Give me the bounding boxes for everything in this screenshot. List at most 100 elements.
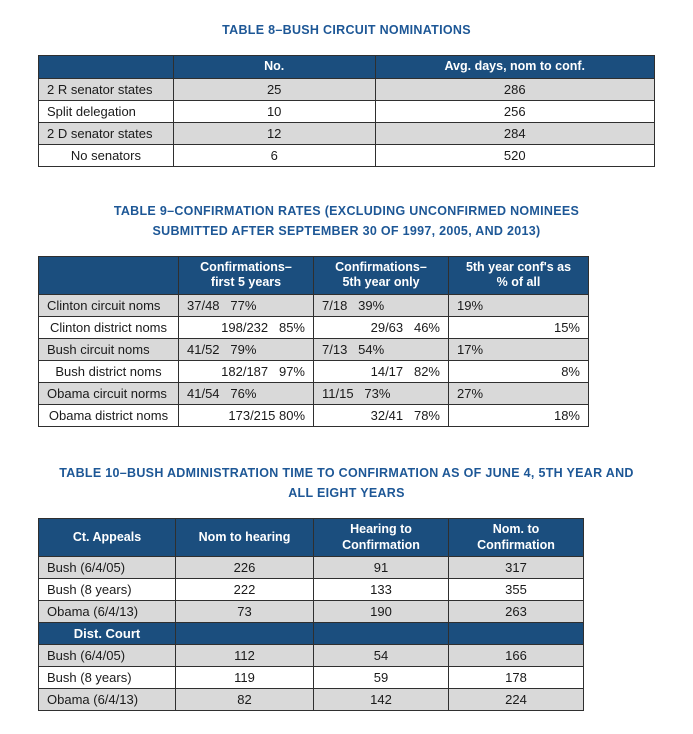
table10-header-nom-to-hearing: Nom to hearing	[175, 517, 314, 558]
cell-nom-to-hearing: 226	[175, 556, 314, 580]
table9-header-5thyear: Confirmations– 5th year only	[313, 255, 449, 295]
row-label: Bush circuit noms	[38, 337, 179, 361]
cell-pct: 18%	[448, 403, 589, 427]
table8-header-blank	[38, 55, 174, 79]
row-label: Obama (6/4/13)	[38, 688, 176, 712]
cell-5thyear: 14/17 82%	[313, 359, 449, 383]
cell-nom-to-conf: 178	[448, 666, 584, 690]
row-label: Obama (6/4/13)	[38, 600, 176, 624]
cell-avg-days: 286	[374, 77, 655, 101]
table-row: Obama (6/4/13) 82 142 224	[38, 688, 584, 712]
table-row: Obama (6/4/13) 73 190 263	[38, 600, 584, 624]
table-row: Clinton district noms 198/232 85% 29/63 …	[38, 315, 589, 339]
cell-hearing-to-conf: 142	[313, 688, 449, 712]
cell-nom-to-conf: 166	[448, 644, 584, 668]
table10: Ct. Appeals Nom to hearing Hearing to Co…	[38, 517, 584, 712]
table8-title: TABLE 8–BUSH CIRCUIT NOMINATIONS	[222, 23, 471, 37]
table10-header-nom-to-conf: Nom. to Confirmation	[448, 517, 584, 558]
table-row: No senators 6 520	[38, 143, 655, 167]
cell-5thyear: 32/41 78%	[313, 403, 449, 427]
cell-nom-to-conf: 355	[448, 578, 584, 602]
cell-5thyear: 11/15 73%	[313, 381, 449, 405]
cell-first5: 173/215 80%	[178, 403, 314, 427]
row-label: Split delegation	[38, 99, 174, 123]
cell-first5: 198/232 85%	[178, 315, 314, 339]
row-label: Clinton circuit noms	[38, 293, 179, 317]
cell-pct: 15%	[448, 315, 589, 339]
table9-header-first5: Confirmations– first 5 years	[178, 255, 314, 295]
table-row: Split delegation 10 256	[38, 99, 655, 123]
table-row: 2 D senator states 12 284	[38, 121, 655, 145]
cell-nom-to-conf: 317	[448, 556, 584, 580]
row-label: Bush (6/4/05)	[38, 644, 176, 668]
row-label: Bush (8 years)	[38, 578, 176, 602]
table9: Confirmations– first 5 years Confirmatio…	[38, 255, 589, 427]
cell-no: 25	[172, 77, 376, 101]
cell-hearing-to-conf: 190	[313, 600, 449, 624]
table10-title: TABLE 10–BUSH ADMINISTRATION TIME TO CON…	[59, 465, 634, 500]
cell-pct: 27%	[448, 381, 589, 405]
cell-first5: 41/54 76%	[178, 381, 314, 405]
cell-no: 6	[172, 143, 376, 167]
table8-header-row: No. Avg. days, nom to conf.	[38, 55, 655, 79]
cell-nom-to-hearing: 82	[175, 688, 314, 712]
table-row: Bush (8 years) 119 59 178	[38, 666, 584, 690]
row-label: Obama district noms	[38, 403, 179, 427]
row-label: Obama circuit norms	[38, 381, 179, 405]
cell-avg-days: 520	[374, 143, 655, 167]
table9-header-blank	[38, 255, 179, 295]
table8: No. Avg. days, nom to conf. 2 R senator …	[38, 55, 655, 167]
table10-header-row: Ct. Appeals Nom to hearing Hearing to Co…	[38, 517, 584, 558]
cell-5thyear: 7/18 39%	[313, 293, 449, 317]
cell-hearing-to-conf: 59	[313, 666, 449, 690]
cell-nom-to-conf: 263	[448, 600, 584, 624]
table9-header-pct-of-all: 5th year conf's as % of all	[448, 255, 589, 295]
cell-nom-to-hearing: 222	[175, 578, 314, 602]
cell-avg-days: 284	[374, 121, 655, 145]
row-label: Bush district noms	[38, 359, 179, 383]
table-row: 2 R senator states 25 286	[38, 77, 655, 101]
cell-5thyear: 7/13 54%	[313, 337, 449, 361]
cell-nom-to-conf: 224	[448, 688, 584, 712]
row-label: No senators	[38, 143, 174, 167]
row-label: Clinton district noms	[38, 315, 179, 339]
cell-nom-to-hearing: 73	[175, 600, 314, 624]
table10-header-hearing-to-conf: Hearing to Confirmation	[313, 517, 449, 558]
table-row: Obama circuit norms 41/54 76% 11/15 73% …	[38, 381, 589, 405]
table-row: Obama district noms 173/215 80% 32/41 78…	[38, 403, 589, 427]
cell-first5: 41/52 79%	[178, 337, 314, 361]
district-court-band-row: Dist. Court	[38, 622, 584, 646]
row-label: 2 R senator states	[38, 77, 174, 101]
cell-pct: 19%	[448, 293, 589, 317]
district-court-band-label: Dist. Court	[38, 622, 176, 646]
table-row: Bush (6/4/05) 112 54 166	[38, 644, 584, 668]
cell-pct: 17%	[448, 337, 589, 361]
cell-nom-to-hearing: 119	[175, 666, 314, 690]
cell-nom-to-hearing: 112	[175, 644, 314, 668]
band-cell	[175, 622, 314, 646]
cell-avg-days: 256	[374, 99, 655, 123]
cell-hearing-to-conf: 54	[313, 644, 449, 668]
cell-hearing-to-conf: 91	[313, 556, 449, 580]
table-row: Bush district noms 182/187 97% 14/17 82%…	[38, 359, 589, 383]
cell-5thyear: 29/63 46%	[313, 315, 449, 339]
cell-no: 10	[172, 99, 376, 123]
row-label: 2 D senator states	[38, 121, 174, 145]
cell-no: 12	[172, 121, 376, 145]
table10-header-ct-appeals: Ct. Appeals	[38, 517, 176, 558]
row-label: Bush (8 years)	[38, 666, 176, 690]
row-label: Bush (6/4/05)	[38, 556, 176, 580]
table9-header-row: Confirmations– first 5 years Confirmatio…	[38, 255, 589, 295]
cell-first5: 182/187 97%	[178, 359, 314, 383]
band-cell	[313, 622, 449, 646]
table-row: Bush (8 years) 222 133 355	[38, 578, 584, 602]
table8-header-no: No.	[172, 55, 376, 79]
table9-title: TABLE 9–CONFIRMATION RATES (EXCLUDING UN…	[113, 203, 580, 238]
table-row: Bush circuit noms 41/52 79% 7/13 54% 17%	[38, 337, 589, 361]
cell-hearing-to-conf: 133	[313, 578, 449, 602]
table-row: Clinton circuit noms 37/48 77% 7/18 39% …	[38, 293, 589, 317]
table-row: Bush (6/4/05) 226 91 317	[38, 556, 584, 580]
cell-pct: 8%	[448, 359, 589, 383]
table8-header-avg-days: Avg. days, nom to conf.	[374, 55, 655, 79]
